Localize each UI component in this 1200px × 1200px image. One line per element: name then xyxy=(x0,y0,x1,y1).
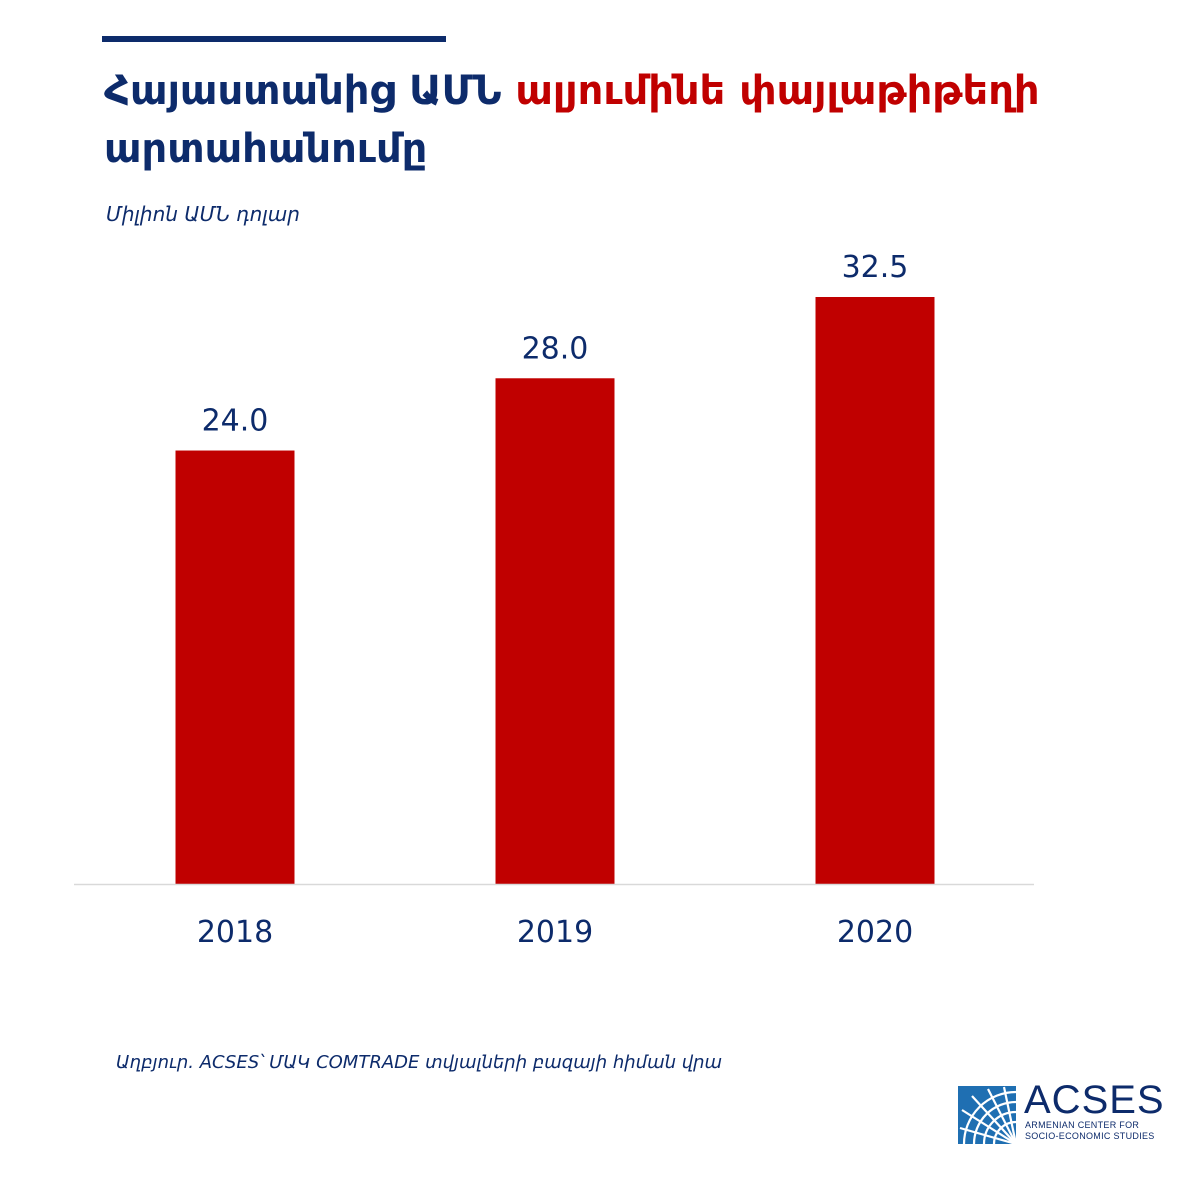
acses-logo: ACSES ARMENIAN CENTER FOR SOCIO-ECONOMIC… xyxy=(958,1078,1164,1146)
x-tick-label-2018: 2018 xyxy=(197,915,273,950)
bar-chart: 24.0 2018 28.0 2019 32.5 2020 xyxy=(74,250,1034,950)
title-part-export: արտահանումը xyxy=(104,126,428,172)
bar-2019 xyxy=(495,378,615,884)
bar-2018 xyxy=(175,450,295,884)
bar-2020 xyxy=(815,297,935,884)
title-part-country: Հայաստանից ԱՄՆ xyxy=(104,68,516,114)
logo-name: ACSES xyxy=(1024,1078,1165,1122)
data-label-2019: 28.0 xyxy=(522,331,589,366)
x-tick-label-2019: 2019 xyxy=(517,915,593,950)
chart-title: Հայաստանից ԱՄՆ ալյումինե փայլաթիթեղի արտ… xyxy=(104,62,1164,178)
acses-dome-logo-icon xyxy=(958,1086,1016,1144)
logo-tagline-line1: ARMENIAN CENTER FOR xyxy=(1025,1120,1140,1130)
data-label-2018: 24.0 xyxy=(202,404,269,439)
logo-tagline-line2: SOCIO-ECONOMIC STUDIES xyxy=(1025,1131,1155,1141)
title-part-product: ալյումինե փայլաթիթեղի xyxy=(515,68,1040,114)
source-note: Աղբյուր. ACSES՝ ՄԱԿ COMTRADE տվյալների բ… xyxy=(116,1052,723,1073)
logo-tagline: ARMENIAN CENTER FOR SOCIO-ECONOMIC STUDI… xyxy=(1025,1120,1165,1142)
chart-units: Միլիոն ԱՄՆ դոլար xyxy=(106,202,300,226)
data-label-2020: 32.5 xyxy=(842,250,909,285)
top-accent-rule xyxy=(102,36,446,42)
x-tick-label-2020: 2020 xyxy=(837,915,913,950)
